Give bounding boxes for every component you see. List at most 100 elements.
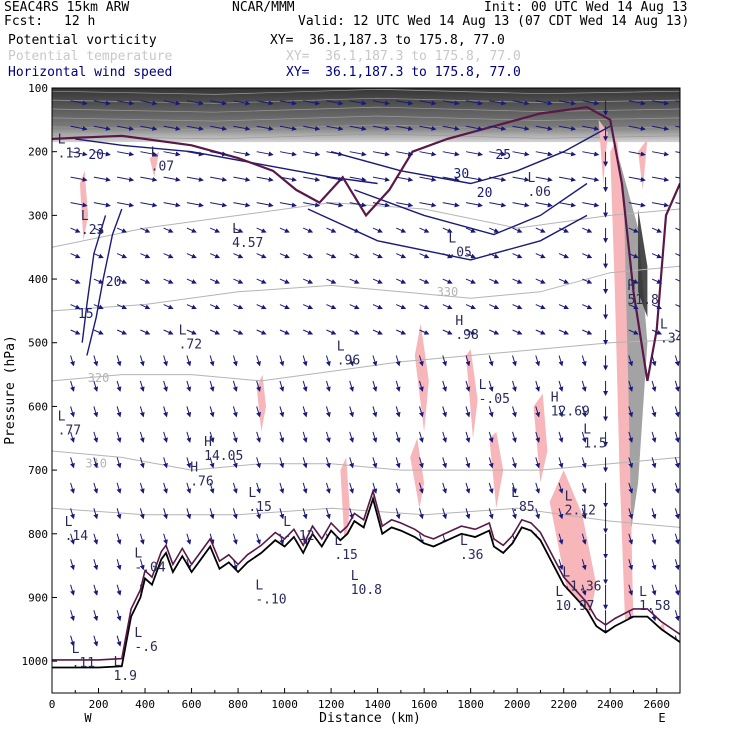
wind-arrow bbox=[558, 508, 564, 520]
wind-arrow bbox=[302, 482, 308, 494]
wind-arrow bbox=[395, 482, 401, 494]
wind-arrow bbox=[233, 304, 244, 310]
wind-arrow bbox=[581, 355, 587, 367]
wind-arrow bbox=[209, 253, 221, 259]
pv-extremum-kind: L bbox=[479, 378, 487, 393]
x-tick-label: 400 bbox=[135, 698, 155, 711]
pink-region bbox=[256, 374, 266, 432]
wind-arrow bbox=[302, 253, 314, 259]
wind-arrow bbox=[232, 355, 238, 367]
wind-arrow bbox=[232, 457, 238, 469]
terrain-fill bbox=[52, 498, 680, 693]
wind-speed-label: 25 bbox=[495, 148, 511, 163]
wind-arrow bbox=[396, 227, 407, 233]
wind-arrow bbox=[210, 202, 228, 208]
wind-arrow bbox=[70, 100, 88, 106]
wind-arrow bbox=[419, 304, 430, 310]
pv-extremum-value: .98 bbox=[455, 328, 478, 343]
wind-arrow bbox=[163, 100, 181, 106]
wind-arrow bbox=[535, 329, 546, 335]
wind-arrow bbox=[116, 482, 122, 494]
wind-arrow bbox=[372, 406, 378, 418]
wind-arrow bbox=[511, 457, 517, 469]
x-tick-label: 0 bbox=[49, 698, 56, 711]
wind-arrow bbox=[418, 457, 424, 469]
wind-arrow bbox=[511, 355, 517, 367]
wind-arrow bbox=[163, 176, 181, 182]
pv-extremum-kind: L bbox=[283, 515, 291, 530]
wind-arrow bbox=[582, 304, 593, 310]
wind-arrow bbox=[139, 559, 145, 571]
wind-arrow bbox=[70, 533, 75, 545]
wind-arrow bbox=[209, 329, 221, 335]
wind-arrow bbox=[139, 457, 145, 469]
theta-contour bbox=[52, 202, 680, 248]
pv-extremum-value: .36 bbox=[460, 548, 483, 563]
wind-arrow bbox=[279, 431, 285, 443]
wind-arrow bbox=[209, 406, 215, 418]
pv-extremum-value: .11 bbox=[72, 656, 95, 671]
wind-arrow bbox=[511, 482, 517, 494]
wind-speed-label: 20 bbox=[88, 148, 104, 163]
x-tick-label: 2400 bbox=[597, 698, 624, 711]
wind-arrow bbox=[279, 176, 297, 182]
deep-pv-core bbox=[638, 209, 648, 318]
wind-arrow bbox=[210, 176, 228, 182]
wind-arrow bbox=[117, 125, 135, 131]
wind-arrow bbox=[558, 151, 577, 157]
wind-arrow bbox=[489, 227, 500, 233]
wind-arrow bbox=[186, 100, 204, 106]
wind-arrow bbox=[372, 457, 378, 469]
wind-arrow bbox=[349, 176, 367, 182]
pink-region bbox=[149, 151, 159, 178]
wind-arrow bbox=[396, 304, 407, 310]
wind-arrow bbox=[326, 278, 337, 284]
wind-arrow bbox=[581, 533, 587, 545]
wind-arrow bbox=[70, 329, 81, 335]
wind-arrow bbox=[279, 508, 285, 520]
wind-arrow bbox=[582, 125, 600, 131]
wind-speed-contour bbox=[330, 125, 611, 185]
wind-arrow bbox=[233, 125, 251, 131]
pink-region bbox=[340, 457, 350, 553]
terrain-surface bbox=[52, 495, 680, 669]
wind-arrow bbox=[186, 482, 192, 494]
wind-arrow bbox=[465, 329, 476, 335]
wind-arrow bbox=[163, 533, 168, 545]
wind-arrow bbox=[558, 431, 564, 443]
wind-arrow bbox=[302, 406, 308, 418]
wind-arrow bbox=[279, 100, 297, 106]
wind-arrow bbox=[186, 431, 192, 443]
plot-frame bbox=[51, 87, 681, 694]
wind-arrow bbox=[418, 482, 424, 494]
wind-arrow bbox=[209, 380, 215, 392]
pv-extremum-kind: L bbox=[351, 569, 359, 584]
pv-extremum-kind: L bbox=[255, 578, 263, 593]
wind-arrow bbox=[279, 227, 290, 233]
wind-arrow bbox=[651, 457, 657, 469]
wind-arrow bbox=[372, 100, 390, 106]
wind-arrow bbox=[186, 253, 197, 259]
wind-arrow bbox=[303, 202, 321, 208]
wind-arrow bbox=[674, 431, 680, 443]
wind-arrow bbox=[186, 125, 204, 131]
wind-arrow bbox=[535, 227, 546, 233]
wind-arrow bbox=[116, 431, 122, 443]
wind-arrow bbox=[233, 227, 244, 233]
wind-arrow bbox=[558, 202, 577, 208]
wind-arrow bbox=[302, 457, 308, 469]
wind-arrow bbox=[651, 151, 670, 157]
wind-arrow bbox=[395, 431, 401, 443]
x-tick-label: 600 bbox=[182, 698, 202, 711]
wind-arrow bbox=[116, 559, 122, 571]
wind-arrow bbox=[442, 457, 448, 469]
wind-arrow bbox=[256, 508, 261, 520]
wind-arrow bbox=[674, 406, 680, 418]
pv-extremum-kind: L bbox=[583, 422, 591, 437]
x-axis-label: Distance (km) bbox=[319, 711, 421, 726]
wind-arrow bbox=[651, 584, 657, 596]
wind-arrow bbox=[396, 253, 407, 259]
wind-arrow bbox=[582, 329, 593, 335]
wind-arrow bbox=[349, 227, 360, 233]
pink-region bbox=[414, 323, 429, 432]
